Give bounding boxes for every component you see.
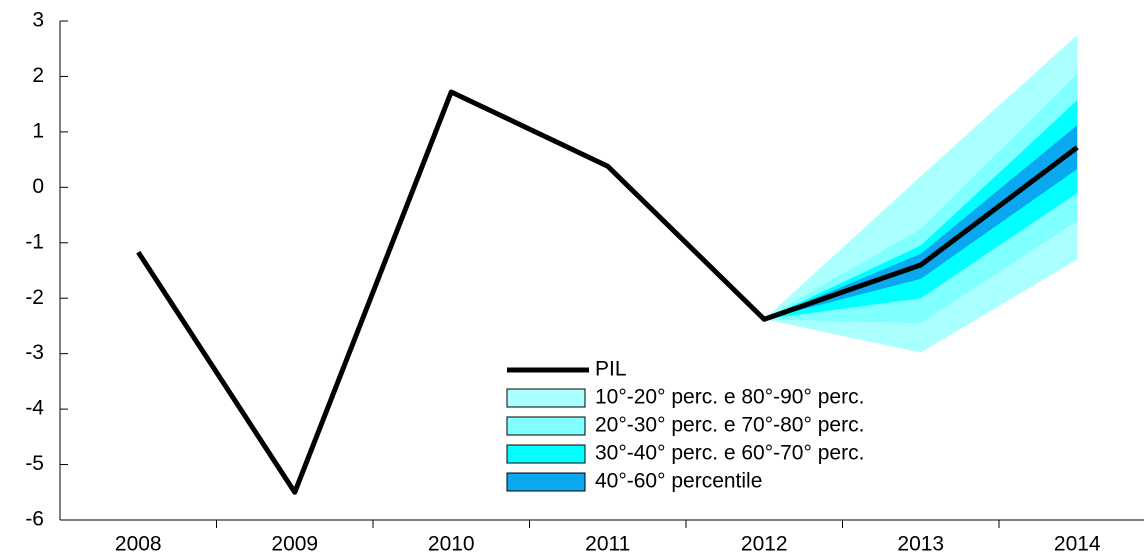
x-tick-label: 2008 xyxy=(115,533,162,556)
legend-swatch xyxy=(506,388,586,408)
legend-swatch xyxy=(506,416,586,436)
y-tick-label: 0 xyxy=(32,175,44,198)
legend-swatch xyxy=(506,444,586,464)
fan-band xyxy=(764,34,1078,353)
y-tick-label: 1 xyxy=(32,119,44,142)
legend-label: 20°-30° perc. e 70°-80° perc. xyxy=(595,414,864,437)
x-tick-label: 2014 xyxy=(1054,533,1101,556)
line xyxy=(136,89,1079,495)
legend-label: 30°-40° perc. e 60°-70° perc. xyxy=(595,442,864,465)
y-tick-label: -5 xyxy=(25,452,44,475)
x-tick-label: 2010 xyxy=(428,533,475,556)
y-tick-label: -6 xyxy=(25,508,44,531)
y-tick-label: -2 xyxy=(25,286,44,309)
y-tick-label: -3 xyxy=(25,341,44,364)
y-tick-label: -1 xyxy=(25,230,44,253)
legend-swatch xyxy=(506,472,586,492)
legend-label: 40°-60° percentile xyxy=(595,470,762,493)
y-tick-label: 3 xyxy=(32,9,44,32)
legend-label: 10°-20° perc. e 80°-90° perc. xyxy=(595,386,864,409)
x-tick-label: 2011 xyxy=(585,533,630,556)
y-tick-label: -4 xyxy=(25,397,44,420)
x-tick-label: 2009 xyxy=(271,533,318,556)
legend-label: PIL xyxy=(595,358,627,381)
x-tick-label: 2013 xyxy=(897,533,944,556)
x-tick-label: 2012 xyxy=(741,533,788,556)
fan-band xyxy=(764,73,1078,324)
y-tick-label: 2 xyxy=(32,64,44,87)
